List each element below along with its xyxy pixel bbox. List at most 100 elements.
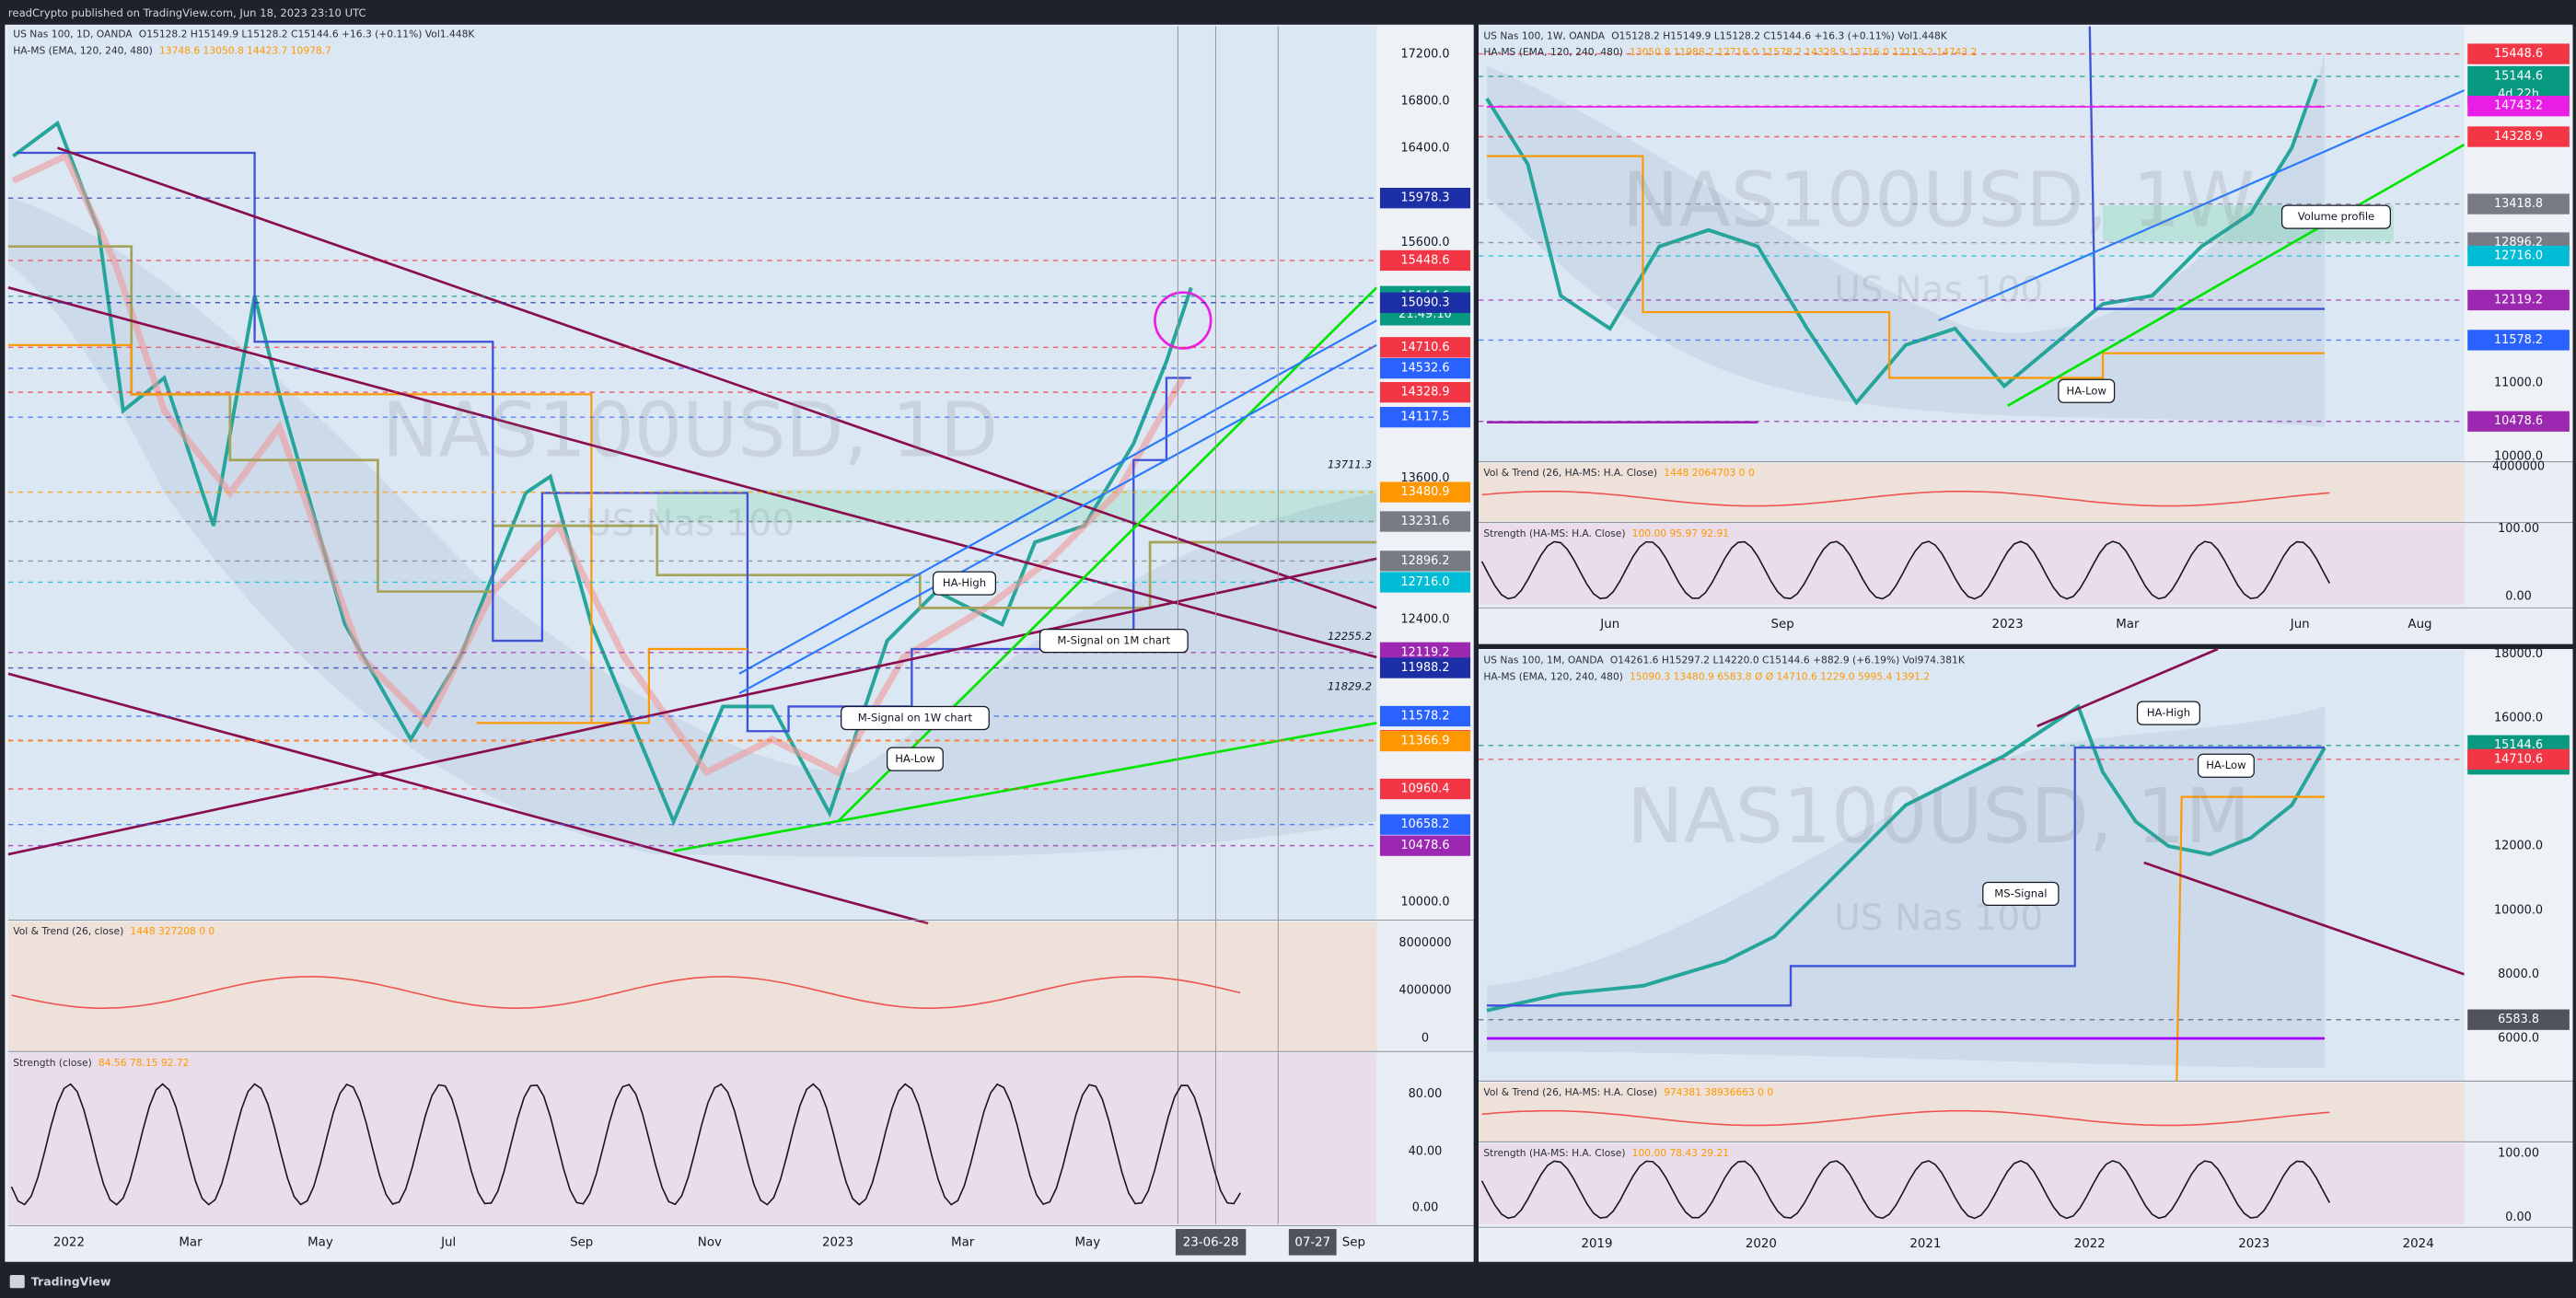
strength-scale-label: 0.00 [2505, 1211, 2532, 1224]
time-axis-label: Nov [698, 1235, 722, 1249]
cursor-badge [1288, 1229, 1337, 1256]
time-axis-label: Mar [951, 1235, 975, 1249]
strength-pane [1478, 1143, 2465, 1224]
watermark: NAS100USD, 1D [382, 387, 998, 474]
time-axis-label: 2023 [822, 1235, 853, 1249]
cloud [7, 197, 1377, 857]
chart-note: 11829.2 [1328, 679, 1372, 692]
price-tick-label: 10000.0 [1400, 895, 1449, 909]
price-badge-label: 14743.2 [2494, 99, 2543, 113]
price-badge [1379, 730, 1471, 752]
strength-title: Strength (HA-MS: H.A. Close) [1483, 527, 1625, 539]
price-badge [2467, 126, 2570, 147]
volume-wave [1481, 491, 2330, 507]
strength-wave [10, 1083, 1241, 1206]
volume-values: 1448 2064703 0 0 [1664, 467, 1755, 479]
volume-scale-label: 0 [1421, 1031, 1429, 1045]
price-badge [2467, 411, 2570, 432]
annotation: Volume profile [2298, 210, 2374, 223]
time-axis-label: Aug [2408, 618, 2431, 632]
symbol-title: US Nas 100, 1D, OANDA [13, 28, 133, 40]
price-badge [1379, 511, 1471, 532]
annotation: M-Signal on 1W chart [858, 711, 973, 724]
chart-note: 12255.2 [1328, 630, 1372, 643]
price-badge-label: 10478.6 [2494, 414, 2543, 428]
strength-values: 100.00 95.97 92.91 [1632, 527, 1729, 539]
price-line [1485, 78, 2318, 406]
legend-line: US Nas 100, 1M, OANDA O14261.6 H15297.2 L… [1483, 654, 1966, 666]
price-badge [2467, 245, 2570, 267]
annotation: M-Signal on 1M chart [1057, 634, 1170, 647]
ms-signal [2088, 26, 2325, 310]
trend-line [1938, 89, 2466, 322]
ohlc-values: O14261.6 H15297.2 L14220.0 C15144.6 +882… [1610, 654, 1966, 666]
volume-title: Vol & Trend (26, HA-MS: H.A. Close) [1483, 467, 1657, 479]
price-badge-label: 14328.9 [2494, 130, 2543, 144]
price-badge-label: 14532.6 [1400, 362, 1449, 376]
time-axis-label: 2019 [1581, 1237, 1612, 1251]
price-tick-label: 8000.0 [2498, 968, 2539, 981]
price-badge-label: 10478.6 [1400, 839, 1449, 852]
time-axis-label: Jun [2290, 618, 2310, 632]
time-axis-label: Sep [570, 1235, 593, 1249]
volume-values: 1448 327208 0 0 [130, 925, 215, 937]
watermark-symbol: US Nas 100 [586, 504, 795, 545]
price-badge [1379, 778, 1471, 800]
annotation-box [2136, 701, 2200, 725]
trend-line [2006, 143, 2466, 408]
volume-scale-label: 8000000 [1398, 936, 1451, 950]
ohlc-values: O15128.2 H15149.9 L15128.2 C15144.6 +16.… [1611, 29, 1948, 41]
trend-line [738, 319, 1377, 675]
price-badge [1379, 572, 1471, 593]
annotation: MS-Signal [1994, 887, 2047, 899]
indicator-name: HA-MS (EMA, 120, 240, 480) [13, 44, 153, 56]
price-badge [1379, 835, 1471, 856]
price-tick-label: 18000.0 [2494, 647, 2543, 661]
watermark: NAS100USD, 1W [1622, 157, 2255, 245]
volume-legend: Vol & Trend (26, HA-MS: H.A. Close) 97438… [1483, 1086, 1773, 1098]
price-badge-label: 11988.2 [1400, 661, 1449, 675]
volume-legend: Vol & Trend (26, HA-MS: H.A. Close) 1448 … [1483, 467, 1755, 479]
price-badge-label: 12896.2 [1400, 554, 1449, 568]
ohlc-values: O15128.2 H15149.9 L15128.2 C15144.6 +16.… [139, 28, 476, 40]
strength-scale-label: 0.00 [2505, 589, 2532, 603]
price-tick-label: 12400.0 [1400, 612, 1449, 626]
symbol-title: US Nas 100, 1W, OANDA [1483, 29, 1605, 41]
annotation-box [932, 571, 996, 596]
price-badge [1379, 357, 1471, 379]
strength-values: 84.56 78.15 92.72 [99, 1057, 190, 1069]
trend-line [7, 286, 1377, 659]
price-badge-label: 13480.9 [1400, 485, 1449, 499]
price-badge-label: 10960.4 [1400, 782, 1449, 796]
cursor-badge [1175, 1229, 1247, 1256]
price-tick-label: 15600.0 [1400, 236, 1449, 249]
volume-pane [1478, 463, 2465, 523]
trend-line [738, 343, 1377, 695]
price-badge-label: 12119.2 [2494, 293, 2543, 307]
cursor-label: 07-27 [1294, 1235, 1330, 1249]
price-badge [1379, 188, 1471, 209]
price-tick-label: 6000.0 [2498, 1031, 2539, 1045]
price-tick-label: 10000.0 [2494, 450, 2543, 464]
ha-line [7, 343, 748, 724]
highlight-circle [1154, 291, 1213, 350]
time-axis-label: May [307, 1235, 333, 1249]
price-badge-label: 15144.6 [2494, 69, 2543, 83]
price-badge-label: 14710.6 [1400, 341, 1449, 354]
strength-pane [7, 1053, 1377, 1224]
ha-line [2176, 795, 2325, 1082]
strength-values: 100.00 78.43 29.21 [1632, 1147, 1729, 1159]
volume-title: Vol & Trend (26, close) [13, 925, 123, 937]
indicator-values: 13050.8 11988.2 12716.0 11578.2 14328.9 … [1630, 46, 1977, 58]
time-axis-label: May [1074, 1235, 1100, 1249]
volume-scale-label: 4000000 [2492, 459, 2545, 473]
price-tick-label: 11000.0 [2494, 376, 2543, 389]
price-badge-label: 10658.2 [1400, 817, 1449, 831]
annotation: HA-Low [2206, 759, 2245, 771]
time-axis-label: 2024 [2403, 1237, 2434, 1251]
price-badge-label: 14328.9 [1400, 386, 1449, 400]
price-badge [1379, 814, 1471, 835]
annotation-box [2197, 753, 2255, 778]
strength-title: Strength (HA-MS: H.A. Close) [1483, 1147, 1625, 1159]
indicator-values: 13748.6 13050.8 14423.7 10978.7 [159, 44, 331, 56]
